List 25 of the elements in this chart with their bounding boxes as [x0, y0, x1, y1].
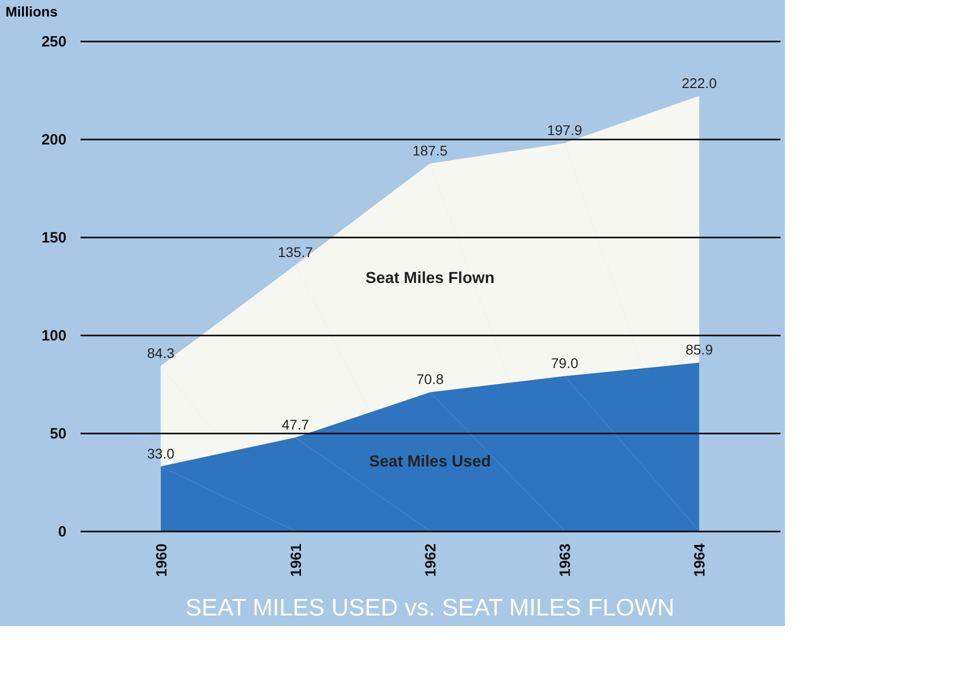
- y-tick-label: 250: [41, 34, 66, 50]
- y-tick-label: 200: [41, 132, 66, 148]
- x-tick-label: 1960: [153, 544, 170, 577]
- data-label: 47.7: [282, 416, 310, 433]
- data-label: 84.3: [147, 344, 175, 361]
- data-label: 70.8: [416, 371, 444, 388]
- series-label: Seat Miles Used: [369, 454, 491, 471]
- data-label: 85.9: [686, 342, 714, 358]
- y-tick-label: 0: [58, 524, 66, 540]
- x-tick-label: 1961: [288, 544, 305, 577]
- x-tick-label: 1964: [692, 542, 709, 577]
- data-label: 222.0: [682, 74, 717, 91]
- y-axis-title: Millions: [6, 4, 58, 20]
- data-label: 197.9: [547, 122, 582, 138]
- data-label: 135.7: [278, 244, 314, 260]
- series-label: Seat Miles Flown: [366, 270, 494, 287]
- x-tick-label: 1962: [422, 544, 440, 577]
- text: SEAT MILES USED vs. SEAT MILES FLOWN: [186, 594, 674, 622]
- data-label: 187.5: [412, 142, 448, 158]
- y-tick-label: 150: [41, 230, 66, 246]
- y-tick-label: 100: [41, 328, 66, 344]
- y-tick-label: 50: [50, 426, 66, 442]
- data-label: 79.0: [550, 355, 578, 372]
- data-label: 33.0: [147, 445, 175, 462]
- x-tick-label: 1963: [557, 544, 574, 577]
